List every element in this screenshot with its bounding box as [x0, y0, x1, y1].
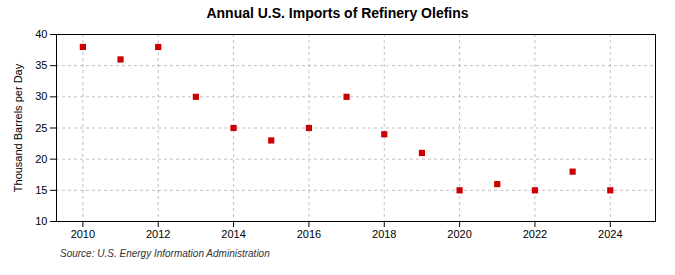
svg-text:2016: 2016 [297, 228, 321, 240]
svg-text:2014: 2014 [221, 228, 245, 240]
html-text:Source: U.S. Energy Informatio: Source: U.S. Energy Information Administ… [60, 248, 270, 259]
svg-text:25: 25 [35, 122, 47, 134]
svg-text:20: 20 [35, 153, 47, 165]
svg-text:2024: 2024 [598, 228, 622, 240]
svg-text:10: 10 [35, 215, 47, 227]
svg-text:30: 30 [35, 90, 47, 102]
html-text:Annual U.S. Imports of Refiner: Annual U.S. Imports of Refinery Olefins [206, 5, 469, 21]
svg-text:40: 40 [35, 28, 47, 40]
svg-text:15: 15 [35, 184, 47, 196]
svg-text:2020: 2020 [447, 228, 471, 240]
svg-text:2018: 2018 [372, 228, 396, 240]
svg-text:35: 35 [35, 59, 47, 71]
svg-text:2012: 2012 [146, 228, 170, 240]
svg-text:Thousand Barrels per Day: Thousand Barrels per Day [12, 63, 24, 192]
svg-text:2022: 2022 [523, 228, 547, 240]
svg-text:2010: 2010 [71, 228, 95, 240]
